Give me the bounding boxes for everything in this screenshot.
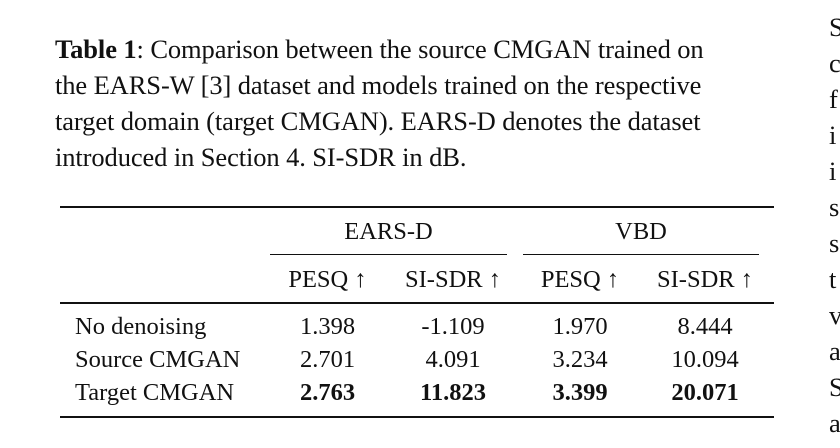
caption-label: Table 1 xyxy=(55,34,137,64)
edge-letter: s xyxy=(829,228,840,258)
column-header: PESQ ↑ xyxy=(288,266,367,293)
table-bottom-rule xyxy=(60,416,774,418)
table-cell: 3.234 xyxy=(552,346,608,373)
row-label: Target CMGAN xyxy=(75,379,235,406)
edge-letter: t xyxy=(829,264,837,294)
column-header: SI-SDR ↑ xyxy=(657,266,753,293)
table-cell: 4.091 xyxy=(425,346,481,373)
column-header: SI-SDR ↑ xyxy=(405,266,501,293)
table-cell: -1.109 xyxy=(421,313,485,340)
table-cell: 8.444 xyxy=(677,313,733,340)
table-caption: Table 1: Comparison between the source C… xyxy=(55,31,790,175)
caption-line-4: introduced in Section 4. SI-SDR in dB. xyxy=(55,142,467,172)
caption-text-1: : Comparison between the source CMGAN tr… xyxy=(136,34,704,64)
edge-letter: c xyxy=(829,48,840,78)
table-top-rule xyxy=(60,206,774,208)
table-cell-best: 20.071 xyxy=(671,379,739,406)
caption-line-1: Table 1: Comparison between the source C… xyxy=(55,31,790,67)
edge-letter: a xyxy=(829,408,840,438)
table-cell: 1.398 xyxy=(299,313,356,340)
table-cell-best: 11.823 xyxy=(419,379,487,406)
next-column-edge: S c f i i s s t v a S a xyxy=(829,9,840,441)
table-cell-best: 2.763 xyxy=(299,379,356,406)
table-cell-best: 3.399 xyxy=(552,379,608,406)
edge-letter: f xyxy=(829,84,838,114)
group-header-ears-d: EARS-D xyxy=(344,218,433,245)
group-rule-vbd xyxy=(523,254,759,256)
caption-line-2: the EARS-W [3] dataset and models traine… xyxy=(55,70,702,100)
table-cell: 10.094 xyxy=(671,346,739,373)
column-header: PESQ ↑ xyxy=(540,266,620,293)
edge-letter: s xyxy=(829,192,840,222)
edge-letter: S xyxy=(829,372,840,402)
group-header-vbd: VBD xyxy=(615,218,667,245)
edge-letter: v xyxy=(829,300,840,330)
table-cell: 1.970 xyxy=(552,313,608,340)
edge-letter: i xyxy=(829,156,837,186)
edge-letter: S xyxy=(829,12,840,42)
row-label: No denoising xyxy=(75,313,207,340)
edge-letter: a xyxy=(829,336,840,366)
table-cell: 2.701 xyxy=(299,346,356,373)
caption-line-3: target domain (target CMGAN). EARS-D den… xyxy=(55,106,701,136)
edge-letter: i xyxy=(829,120,837,150)
table-header-rule xyxy=(60,302,774,304)
group-rule-ears-d xyxy=(270,254,507,256)
row-label: Source CMGAN xyxy=(75,346,241,373)
